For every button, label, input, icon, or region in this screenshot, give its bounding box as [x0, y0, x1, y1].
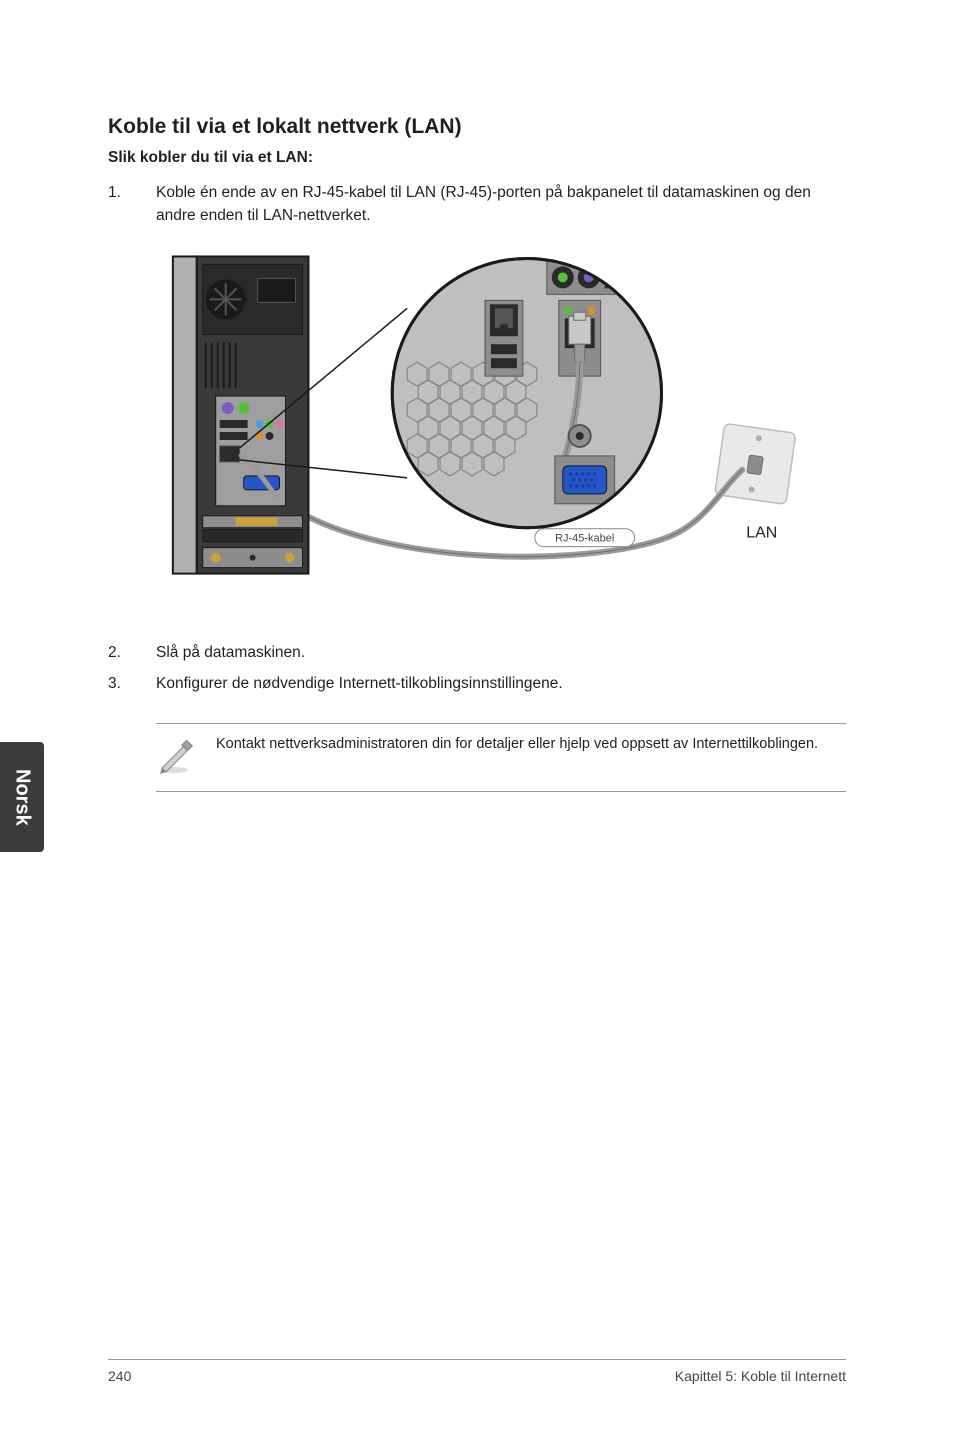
step-1: 1. Koble én ende av en RJ-45-kabel til L…: [108, 181, 846, 228]
pc-tower-icon: [173, 256, 309, 573]
language-tab: Norsk: [0, 742, 44, 852]
step-3-number: 3.: [108, 672, 156, 695]
step-3: 3. Konfigurer de nødvendige Internett-ti…: [108, 672, 846, 695]
note-text: Kontakt nettverksadministratoren din for…: [208, 734, 838, 755]
pencil-note-icon: [156, 734, 208, 781]
callout-magnifier-icon: [392, 250, 661, 527]
step-3-text: Konfigurer de nødvendige Internett-tilko…: [156, 672, 846, 695]
lan-port-block-icon: [485, 300, 523, 376]
note-block: Kontakt nettverksadministratoren din for…: [156, 723, 846, 792]
chapter-label: Kapittel 5: Koble til Internett: [675, 1368, 846, 1384]
step-1-text: Koble én ende av en RJ-45-kabel til LAN …: [156, 181, 846, 228]
cable-label: RJ-45-kabel: [535, 528, 635, 546]
section-subheading: Slik kobler du til via et LAN:: [108, 149, 846, 167]
step-2: 2. Slå på datamaskinen.: [108, 641, 846, 664]
step-2-text: Slå på datamaskinen.: [156, 641, 846, 664]
svg-text:RJ-45-kabel: RJ-45-kabel: [555, 532, 614, 544]
lan-label: LAN: [746, 524, 777, 541]
top-ports-icon: [547, 250, 657, 294]
page-footer: 240 Kapittel 5: Koble til Internett: [108, 1359, 846, 1384]
vga-port-icon: [555, 455, 615, 503]
wall-plate-icon: [715, 423, 796, 504]
step-2-number: 2.: [108, 641, 156, 664]
step-1-number: 1.: [108, 181, 156, 228]
lan-connection-diagram: LAN RJ-45-kabel: [108, 238, 846, 613]
page-number: 240: [108, 1368, 131, 1384]
section-heading: Koble til via et lokalt nettverk (LAN): [108, 115, 846, 139]
